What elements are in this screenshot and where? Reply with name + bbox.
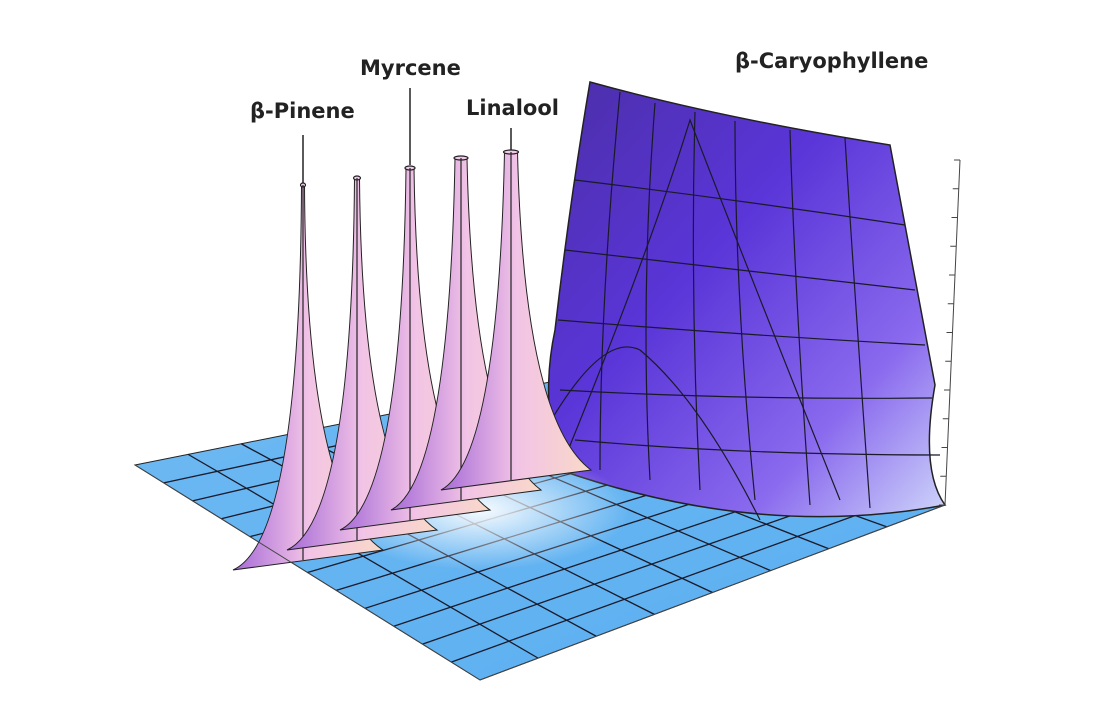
leader-lines: [302, 88, 512, 183]
peaks: [232, 149, 593, 571]
wall-grid: [539, 91, 941, 521]
z-axis: [134, 159, 961, 681]
label-linalool: Linalool: [466, 96, 559, 120]
label-beta-pinene: β-Pinene: [250, 99, 355, 123]
label-beta-caryophyllene: β-Caryophyllene: [735, 49, 929, 73]
grid-line: [187, 453, 539, 659]
caryophyllene-surface: [547, 81, 947, 518]
label-myrcene: Myrcene: [360, 56, 461, 80]
